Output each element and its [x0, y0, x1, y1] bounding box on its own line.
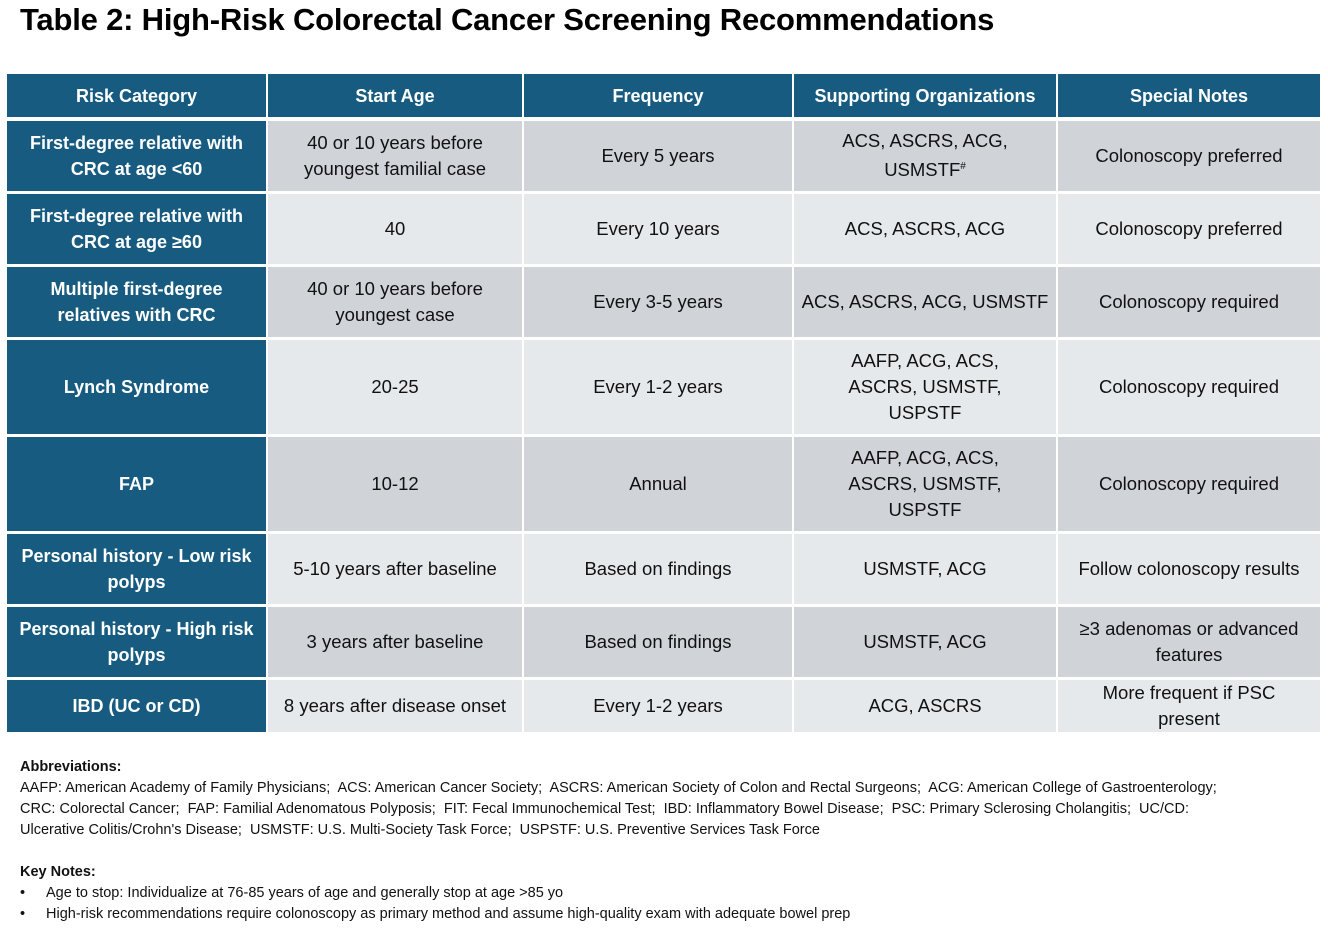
header-frequency: Frequency	[524, 74, 794, 121]
abbreviations-heading: Abbreviations:	[20, 759, 122, 775]
key-notes-heading: Key Notes:	[20, 864, 96, 880]
key-note-item: • High-risk recommendations require colon…	[20, 904, 1310, 925]
cell-frequency: Based on findings	[524, 607, 794, 680]
cell-frequency: Every 10 years	[524, 194, 794, 267]
cell-supporting-organizations: ACG, ASCRS	[794, 680, 1058, 735]
cell-special-notes: Follow colonoscopy results	[1058, 534, 1320, 607]
cell-risk-category: First-degree relative with CRC at age ≥6…	[7, 194, 268, 267]
cell-special-notes: Colonoscopy preferred	[1058, 121, 1320, 194]
cell-special-notes: Colonoscopy required	[1058, 340, 1320, 437]
cell-start-age: 10-12	[268, 437, 524, 534]
header-start-age: Start Age	[268, 74, 524, 121]
cell-special-notes: Colonoscopy preferred	[1058, 194, 1320, 267]
cell-supporting-organizations: ACS, ASCRS, ACG, USMSTF	[794, 267, 1058, 340]
header-special-notes: Special Notes	[1058, 74, 1320, 121]
footnotes: Abbreviations: AAFP: American Academy of…	[20, 757, 1310, 925]
cell-frequency: Every 1-2 years	[524, 340, 794, 437]
cell-start-age: 40	[268, 194, 524, 267]
cell-frequency: Every 5 years	[524, 121, 794, 194]
cell-start-age: 3 years after baseline	[268, 607, 524, 680]
table-row: Multiple first-degree relatives with CRC…	[7, 267, 1320, 340]
cell-risk-category: IBD (UC or CD)	[7, 680, 268, 735]
abbreviations-line: Ulcerative Colitis/Crohn's Disease; USMS…	[20, 822, 820, 838]
screening-table: Risk Category Start Age Frequency Suppor…	[7, 74, 1320, 735]
cell-supporting-organizations: USMSTF, ACG	[794, 607, 1058, 680]
cell-special-notes: More frequent if PSC present	[1058, 680, 1320, 735]
cell-supporting-organizations: AAFP, ACG, ACS, ASCRS, USMSTF, USPSTF	[794, 340, 1058, 437]
table-row: IBD (UC or CD) 8 years after disease ons…	[7, 680, 1320, 735]
cell-start-age: 40 or 10 years before youngest case	[268, 267, 524, 340]
cell-special-notes: Colonoscopy required	[1058, 267, 1320, 340]
cell-special-notes: ≥3 adenomas or advanced features	[1058, 607, 1320, 680]
cell-risk-category: Personal history - Low risk polyps	[7, 534, 268, 607]
table-row: First-degree relative with CRC at age ≥6…	[7, 194, 1320, 267]
table-header-row: Risk Category Start Age Frequency Suppor…	[7, 74, 1320, 121]
cell-special-notes: Colonoscopy required	[1058, 437, 1320, 534]
cell-supporting-organizations: USMSTF, ACG	[794, 534, 1058, 607]
cell-supporting-organizations: ACS, ASCRS, ACG, USMSTF#	[794, 121, 1058, 194]
header-supporting-organizations: Supporting Organizations	[794, 74, 1058, 121]
abbreviations-line: CRC: Colorectal Cancer; FAP: Familial Ad…	[20, 801, 1189, 817]
abbreviations-line: AAFP: American Academy of Family Physici…	[20, 780, 1217, 796]
cell-supporting-organizations: AAFP, ACG, ACS, ASCRS, USMSTF, USPSTF	[794, 437, 1058, 534]
table-row: FAP 10-12 Annual AAFP, ACG, ACS, ASCRS, …	[7, 437, 1320, 534]
cell-risk-category: Multiple first-degree relatives with CRC	[7, 267, 268, 340]
bullet-marker: •	[20, 906, 26, 922]
cell-frequency: Annual	[524, 437, 794, 534]
table-row: Personal history - High risk polyps 3 ye…	[7, 607, 1320, 680]
table-row: Lynch Syndrome 20-25 Every 1-2 years AAF…	[7, 340, 1320, 437]
footnote-marker: #	[960, 161, 966, 173]
cell-start-age: 8 years after disease onset	[268, 680, 524, 735]
key-note-item: • Age to stop: Individualize at 76-85 yea…	[20, 883, 1310, 904]
cell-supporting-organizations: ACS, ASCRS, ACG	[794, 194, 1058, 267]
cell-frequency: Every 1-2 years	[524, 680, 794, 735]
page-title: Table 2: High-Risk Colorectal Cancer Scr…	[20, 2, 995, 37]
cell-risk-category: First-degree relative with CRC at age <6…	[7, 121, 268, 194]
cell-risk-category: FAP	[7, 437, 268, 534]
cell-start-age: 5-10 years after baseline	[268, 534, 524, 607]
cell-start-age: 20-25	[268, 340, 524, 437]
header-risk-category: Risk Category	[7, 74, 268, 121]
cell-frequency: Based on findings	[524, 534, 794, 607]
cell-start-age: 40 or 10 years before youngest familial …	[268, 121, 524, 194]
cell-risk-category: Personal history - High risk polyps	[7, 607, 268, 680]
bullet-marker: •	[20, 885, 26, 901]
cell-risk-category: Lynch Syndrome	[7, 340, 268, 437]
cell-frequency: Every 3-5 years	[524, 267, 794, 340]
table-row: Personal history - Low risk polyps 5-10 …	[7, 534, 1320, 607]
table-row: First-degree relative with CRC at age <6…	[7, 121, 1320, 194]
